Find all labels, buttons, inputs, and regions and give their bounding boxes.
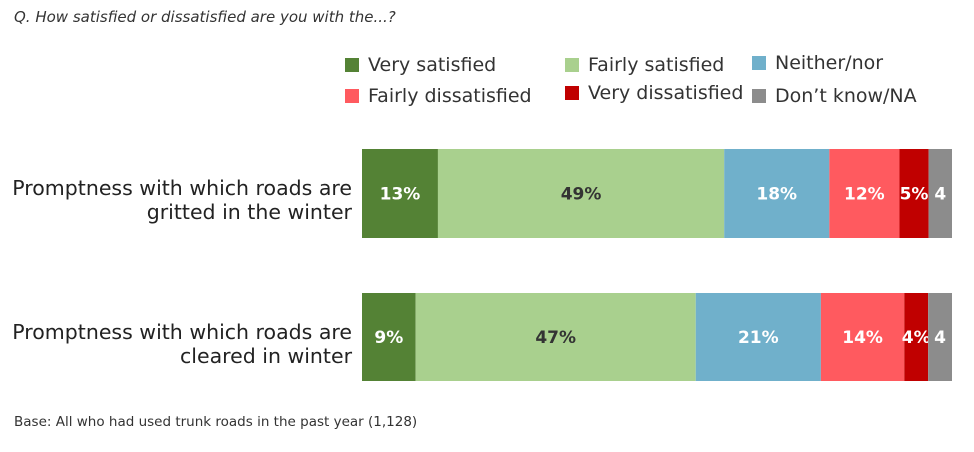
legend-label: Fairly dissatisfied	[368, 85, 532, 107]
legend-item-fairly-satisfied: Fairly satisfied	[565, 54, 724, 76]
row-label-cleared: Promptness with which roads are cleared …	[12, 320, 352, 368]
bar-segment-1-3	[724, 149, 830, 238]
legend-swatch	[345, 58, 359, 72]
bar-value-label: 9%	[374, 328, 403, 348]
bar-value-label: 13%	[380, 185, 421, 205]
bar-segment-2-1	[362, 293, 416, 381]
bar-segment-2-5	[904, 293, 929, 381]
bar-value-label: 12%	[844, 185, 885, 205]
legend-label: Don’t know/NA	[775, 85, 917, 107]
legend-label: Very satisfied	[368, 54, 497, 76]
legend-swatch	[752, 89, 766, 103]
bar-segment-1-4	[829, 149, 900, 238]
legend-item-fairly-dissatisfied: Fairly dissatisfied	[345, 85, 532, 107]
bar-value-label: 14%	[842, 328, 883, 348]
legend-swatch	[565, 86, 579, 100]
row-label-gritted-line-2: gritted in the winter	[146, 200, 352, 224]
legend-label: Neither/nor	[775, 52, 884, 74]
bar-value-label: 4	[934, 328, 946, 348]
base-note: Base: All who had used trunk roads in th…	[14, 414, 418, 430]
row-label-gritted-line-1: Promptness with which roads are	[12, 176, 352, 200]
bar-value-label: 4	[934, 185, 946, 205]
row-label-cleared-line-2: cleared in winter	[180, 344, 352, 368]
legend-swatch	[345, 89, 359, 103]
bar-value-label: 21%	[738, 328, 779, 348]
bar-segment-2-6	[928, 293, 952, 381]
legend-swatch	[565, 58, 579, 72]
bar-segment-1-5	[899, 149, 929, 238]
legend-label: Fairly satisfied	[588, 54, 725, 76]
bar-segment-1-1	[362, 149, 438, 238]
bar-value-label: 49%	[561, 185, 602, 205]
legend-swatch	[752, 56, 766, 70]
legend-item-neither-nor: Neither/nor	[752, 52, 883, 74]
bar-value-label: 5%	[900, 185, 929, 205]
row-label-gritted: Promptness with which roads are gritted …	[12, 176, 352, 224]
legend-item-very-satisfied: Very satisfied	[345, 54, 496, 76]
bar-segment-2-4	[820, 293, 905, 381]
bar-value-label: 47%	[535, 328, 576, 348]
legend-item-very-dissatisfied: Very dissatisfied	[565, 82, 743, 104]
bar-segment-1-2	[437, 149, 725, 238]
bar-value-label: 4%	[902, 328, 931, 348]
bar-value-label: 18%	[756, 185, 797, 205]
bar-segment-2-2	[415, 293, 696, 381]
legend-item-don-t-know-na: Don’t know/NA	[752, 85, 917, 107]
legend-label: Very dissatisfied	[588, 82, 744, 104]
bar-segment-1-6	[928, 149, 952, 238]
row-label-cleared-line-1: Promptness with which roads are	[12, 320, 352, 344]
question-text: Q. How satisfied or dissatisfied are you…	[14, 8, 396, 26]
bar-segment-2-3	[695, 293, 821, 381]
